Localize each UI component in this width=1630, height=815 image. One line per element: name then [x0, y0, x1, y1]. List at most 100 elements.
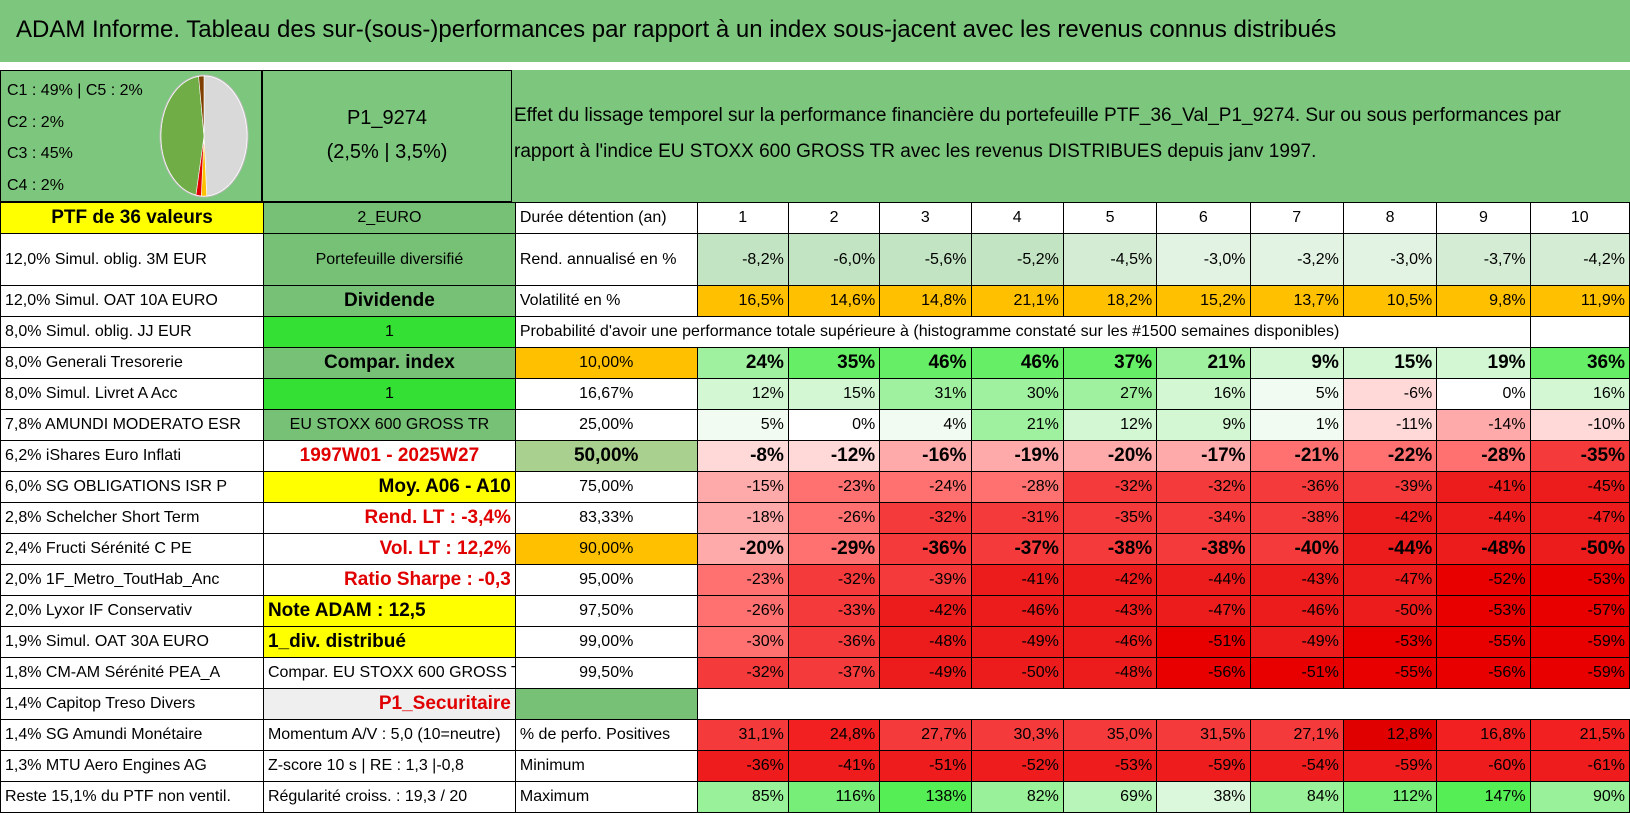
prob-cell: -33%: [787, 595, 881, 627]
holding-label: 2,4% Fructi Sérénité C PE: [0, 533, 264, 565]
year-header: 8: [1342, 202, 1438, 234]
prob-cell: -36%: [1249, 471, 1344, 503]
prob-cell: -55%: [1342, 657, 1438, 689]
info-cell: Compar. EU STOXX 600 GROSS TR: [262, 657, 516, 689]
pos-cell: 24,8%: [787, 719, 881, 751]
max-cell: 85%: [696, 781, 789, 813]
prob-cell: -43%: [1249, 564, 1344, 596]
legend-line: C2 : 2%: [7, 113, 64, 131]
max-label: Maximum: [514, 781, 698, 813]
prob-cell: -28%: [970, 471, 1064, 503]
info-cell: Compar. index: [262, 347, 516, 379]
year-header: 2: [787, 202, 881, 234]
prob-cell: 35%: [787, 347, 881, 379]
prob-cell: -49%: [879, 657, 972, 689]
pos-cell: 31,5%: [1156, 719, 1251, 751]
empty-cell: [697, 689, 1629, 720]
max-cell: 138%: [879, 781, 972, 813]
min-cell: -54%: [1249, 750, 1344, 782]
pos-cell: 16,8%: [1436, 719, 1531, 751]
prob-cell: 19%: [1436, 347, 1531, 379]
table-row: 2,4% Fructi Sérénité C PE Vol. LT : 12,2%…: [0, 533, 1630, 565]
prob-cell: -57%: [1529, 595, 1630, 627]
legend-line: C1 : 49% | C5 : 2%: [7, 82, 143, 99]
rend-label: Rend. annualisé en %: [514, 233, 698, 286]
prob-cell: -30%: [696, 626, 789, 658]
quantile-cell: 83,33%: [514, 502, 698, 534]
portfolio-box: P1_9274 (2,5% | 3,5%): [262, 70, 512, 202]
table-row: 1,4% SG Amundi Monétaire Momentum A/V : 5…: [0, 719, 1630, 751]
min-cell: -41%: [787, 750, 881, 782]
prob-cell: -47%: [1156, 595, 1251, 627]
info-cell: Note ADAM : 12,5: [262, 595, 516, 627]
prob-cell: -38%: [1062, 533, 1158, 565]
prob-cell: -11%: [1342, 409, 1438, 441]
max-cell: 147%: [1436, 781, 1531, 813]
info-cell: 1_div. distribué: [262, 626, 516, 658]
vol-cell: 11,9%: [1529, 285, 1630, 317]
info-cell: Momentum A/V : 5,0 (10=neutre): [262, 719, 516, 751]
info-cell: 2_EURO: [262, 202, 516, 234]
holding-label: 6,2% iShares Euro Inflati: [0, 440, 264, 472]
prob-cell: 27%: [1062, 378, 1158, 410]
vol-cell: 15,2%: [1156, 285, 1251, 317]
holding-label: 8,0% Simul. Livret A Acc: [0, 378, 264, 410]
pie-slice-c4: [198, 75, 205, 137]
prob-cell: 16%: [1529, 378, 1630, 410]
min-cell: -53%: [1062, 750, 1158, 782]
prob-cell: -32%: [879, 502, 972, 534]
prob-cell: 30%: [970, 378, 1064, 410]
year-header: 1: [696, 202, 789, 234]
table-row: Reste 15,1% du PTF non ventil. Régularité…: [0, 781, 1630, 813]
holding-label: Reste 15,1% du PTF non ventil.: [0, 781, 264, 813]
prob-cell: 37%: [1062, 347, 1158, 379]
prob-cell: 0%: [787, 409, 881, 441]
quantile-cell: 95,00%: [514, 564, 698, 596]
prob-cell: -51%: [1156, 626, 1251, 658]
holding-label: 1,9% Simul. OAT 30A EURO: [0, 626, 264, 658]
table-row: 2,0% Lyxor IF Conservativ Note ADAM : 12,…: [0, 595, 1630, 627]
prob-cell: 15%: [1342, 347, 1438, 379]
prob-cell: -49%: [1249, 626, 1344, 658]
pos-cell: 12,8%: [1342, 719, 1438, 751]
prob-cell: -29%: [787, 533, 881, 565]
max-cell: 69%: [1062, 781, 1158, 813]
info-cell: Rend. LT : -3,4%: [262, 502, 516, 534]
prob-cell: -8%: [696, 440, 789, 472]
prob-cell: 0%: [1436, 378, 1531, 410]
prob-cell: -31%: [970, 502, 1064, 534]
prob-cell: 15%: [787, 378, 881, 410]
quantile-cell: 50,00%: [514, 440, 698, 472]
description: Effet du lissage temporel sur la perform…: [514, 105, 1562, 162]
info-cell: Portefeuille diversifié: [262, 233, 516, 286]
prob-cell: -6%: [1342, 378, 1438, 410]
rend-cell: -5,6%: [879, 233, 972, 286]
prob-cell: -44%: [1436, 502, 1531, 534]
prob-cell: -45%: [1529, 471, 1630, 503]
info-cell: EU STOXX 600 GROSS TR: [262, 409, 516, 441]
info-cell: Ratio Sharpe : -0,3: [262, 564, 516, 596]
prob-cell: 4%: [879, 409, 972, 441]
rend-cell: -3,7%: [1436, 233, 1531, 286]
quantile-cell: 90,00%: [514, 533, 698, 565]
quantile-cell: 75,00%: [514, 471, 698, 503]
prob-cell: -32%: [696, 657, 789, 689]
prob-cell: -41%: [1436, 471, 1531, 503]
prob-cell: -48%: [879, 626, 972, 658]
prob-cell: -38%: [1249, 502, 1344, 534]
holding-label: 1,4% Capitop Treso Divers: [0, 688, 264, 720]
composition-legend: C1 : 49% | C5 : 2% C2 : 2% C3 : 45% C4 :…: [0, 70, 262, 202]
prob-cell: -53%: [1342, 626, 1438, 658]
pos-cell: 27,1%: [1249, 719, 1344, 751]
max-cell: 38%: [1156, 781, 1251, 813]
prob-cell: 21%: [970, 409, 1064, 441]
table-row: 2,8% Schelcher Short Term Rend. LT : -3,4…: [0, 502, 1630, 534]
prob-cell: -28%: [1436, 440, 1531, 472]
holding-label: 6,0% SG OBLIGATIONS ISR P: [0, 471, 264, 503]
prob-cell: -37%: [787, 657, 881, 689]
quantile-cell: 25,00%: [514, 409, 698, 441]
prob-cell: -50%: [1529, 533, 1630, 565]
info-cell: Vol. LT : 12,2%: [262, 533, 516, 565]
max-cell: 84%: [1249, 781, 1344, 813]
prob-cell: -32%: [1062, 471, 1158, 503]
